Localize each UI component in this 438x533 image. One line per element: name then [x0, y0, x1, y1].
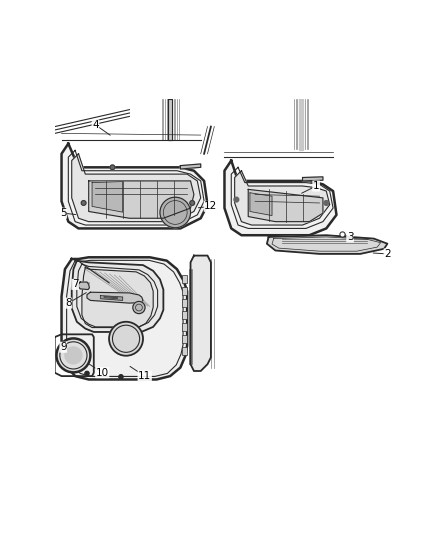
Text: 2: 2	[384, 249, 391, 259]
Polygon shape	[299, 100, 303, 150]
Text: 3: 3	[347, 232, 353, 242]
Polygon shape	[169, 100, 172, 140]
Polygon shape	[61, 143, 208, 229]
Polygon shape	[248, 189, 323, 222]
Bar	[182, 335, 187, 343]
Circle shape	[190, 200, 194, 205]
Circle shape	[234, 197, 239, 202]
Polygon shape	[88, 181, 194, 218]
Polygon shape	[61, 257, 187, 379]
Text: 7: 7	[72, 279, 78, 289]
Bar	[182, 323, 187, 331]
Circle shape	[57, 338, 90, 373]
Bar	[182, 275, 187, 284]
Circle shape	[160, 197, 191, 228]
Circle shape	[85, 372, 89, 375]
Text: 4: 4	[92, 120, 99, 130]
Bar	[182, 346, 187, 354]
Circle shape	[133, 302, 145, 313]
Text: 1: 1	[313, 181, 319, 191]
Bar	[182, 311, 187, 319]
Text: 12: 12	[204, 201, 218, 212]
Polygon shape	[101, 296, 123, 301]
Text: 11: 11	[138, 371, 152, 381]
Circle shape	[324, 200, 328, 205]
Text: 10: 10	[96, 368, 109, 378]
Polygon shape	[82, 268, 153, 328]
Polygon shape	[224, 160, 336, 235]
Polygon shape	[250, 193, 272, 215]
Bar	[182, 299, 187, 307]
Circle shape	[109, 322, 143, 356]
Polygon shape	[72, 154, 201, 222]
Circle shape	[81, 200, 86, 205]
Polygon shape	[191, 256, 211, 371]
Polygon shape	[303, 177, 323, 181]
Bar	[182, 287, 187, 295]
Circle shape	[65, 347, 82, 364]
Polygon shape	[92, 182, 123, 212]
Circle shape	[110, 165, 115, 169]
Text: 9: 9	[60, 342, 67, 352]
Polygon shape	[267, 235, 387, 254]
Polygon shape	[87, 292, 143, 303]
Polygon shape	[235, 171, 330, 225]
Polygon shape	[78, 282, 89, 289]
Text: 5: 5	[60, 208, 67, 218]
Polygon shape	[180, 164, 201, 169]
Polygon shape	[72, 261, 163, 332]
Circle shape	[119, 375, 123, 379]
Text: 8: 8	[65, 298, 72, 308]
